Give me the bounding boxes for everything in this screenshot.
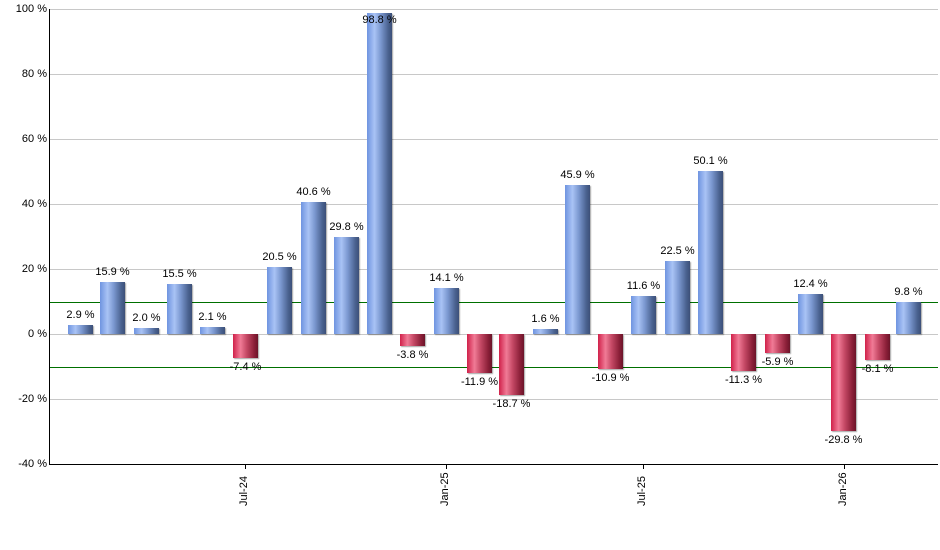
- bar-value-label: 1.6 %: [531, 312, 560, 325]
- bar: [565, 184, 590, 334]
- y-tick-label: 0 %: [28, 327, 47, 340]
- bar-value-label: 50.1 %: [693, 155, 728, 168]
- bar: [665, 260, 690, 334]
- bar-value-label: 2.9 %: [66, 308, 95, 321]
- bar: [698, 171, 723, 334]
- bar: [798, 293, 823, 334]
- bar: [467, 334, 492, 373]
- bar-value-label: -10.9 %: [591, 372, 630, 385]
- y-tick-label: 40 %: [21, 197, 47, 210]
- bar-value-label: 15.5 %: [162, 267, 197, 280]
- bar: [731, 334, 756, 371]
- bar-value-label: 20.5 %: [262, 251, 297, 264]
- bar-value-label: 22.5 %: [660, 244, 695, 257]
- bar-value-label: -18.7 %: [492, 397, 531, 410]
- x-tick-label: Jul-24: [238, 476, 250, 506]
- bar-value-label: -3.8 %: [396, 349, 429, 362]
- bar: [533, 328, 558, 334]
- bar-value-label: -5.9 %: [761, 356, 794, 369]
- x-tick-label: Jul-25: [636, 476, 648, 506]
- bar-value-label: 29.8 %: [329, 221, 364, 234]
- bar: [631, 296, 656, 334]
- bar-value-label: 11.6 %: [626, 280, 661, 293]
- bar-value-label: 45.9 %: [560, 168, 595, 181]
- y-tick-label: 80 %: [21, 67, 47, 80]
- bar-value-label: 2.1 %: [198, 311, 227, 324]
- bar: [167, 283, 192, 334]
- bar: [896, 302, 921, 334]
- y-tick-label: -40 %: [18, 457, 47, 470]
- bar-value-label: 98.8 %: [362, 13, 397, 26]
- bar: [301, 202, 326, 334]
- bar-value-label: 12.4 %: [793, 277, 828, 290]
- bar: [400, 334, 425, 347]
- bar: [100, 282, 125, 334]
- bar-value-label: -7.4 %: [229, 361, 262, 374]
- x-tick-label: Jan-26: [837, 472, 849, 506]
- y-tick-label: 60 %: [21, 132, 47, 145]
- y-tick-label: -20 %: [18, 392, 47, 405]
- bar: [134, 327, 159, 334]
- bar: [865, 334, 890, 361]
- bar-value-label: 9.8 %: [894, 286, 923, 299]
- y-tick-label: 100 %: [15, 2, 47, 15]
- x-tick-label: Jan-25: [439, 472, 451, 506]
- bar: [765, 334, 790, 354]
- bar-value-label: -11.3 %: [724, 373, 763, 386]
- bar: [434, 288, 459, 334]
- bar: [367, 12, 392, 334]
- bar-value-label: -8.1 %: [861, 363, 894, 376]
- bar: [598, 334, 623, 370]
- bar-value-label: -29.8 %: [824, 433, 863, 446]
- bar-value-label: 15.9 %: [95, 266, 130, 279]
- bar: [68, 324, 93, 334]
- bar: [499, 334, 524, 395]
- bar: [334, 237, 359, 334]
- bar-value-label: -11.9 %: [460, 375, 499, 388]
- bar-value-label: 14.1 %: [429, 272, 464, 285]
- bar: [267, 267, 292, 334]
- bar-value-label: 40.6 %: [296, 186, 331, 199]
- bar: [831, 334, 856, 431]
- bar: [200, 327, 225, 334]
- y-tick-label: 20 %: [21, 262, 47, 275]
- bar-value-label: 2.0 %: [132, 311, 161, 324]
- bar: [233, 334, 258, 359]
